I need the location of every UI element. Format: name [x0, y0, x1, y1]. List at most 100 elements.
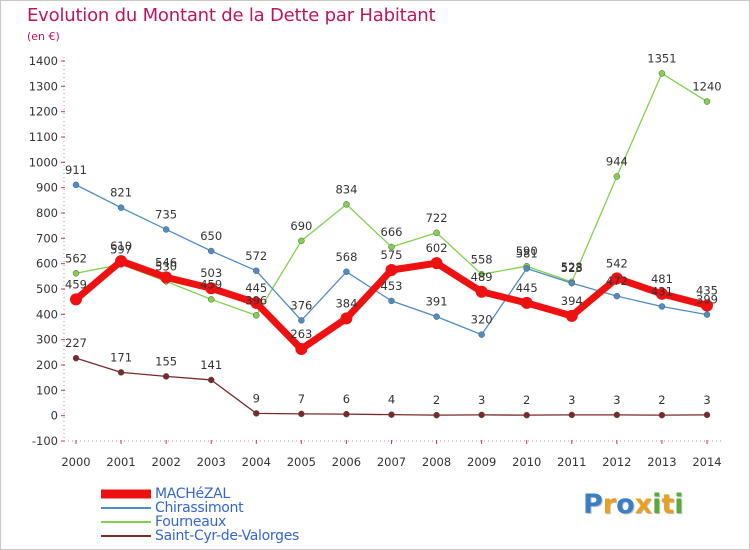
x-tick-label: 2003 [197, 455, 226, 469]
legend-label: Chirassimont [155, 500, 244, 516]
data-label: 481 [651, 272, 673, 286]
logo-letter: P [583, 489, 603, 520]
series-saint-cyr-de-valorges [72, 354, 711, 419]
data-point [430, 257, 443, 270]
legend-item: Chirassimont [101, 501, 299, 515]
x-tick-label: 2005 [287, 455, 316, 469]
y-tick-label: -100 [32, 434, 58, 448]
data-point [523, 411, 530, 419]
data-label: 590 [516, 244, 538, 258]
data-label: 821 [110, 186, 132, 200]
data-label: 472 [606, 274, 628, 288]
data-point [523, 265, 530, 272]
data-point [658, 411, 666, 419]
data-point [343, 268, 350, 276]
data-label: 263 [290, 327, 312, 341]
data-label: 568 [335, 250, 357, 264]
series-mach-zal [70, 255, 713, 356]
y-tick-label: 1300 [29, 79, 58, 93]
data-label: 6 [343, 392, 350, 406]
data-label: 735 [155, 207, 177, 221]
data-label: 2 [433, 393, 440, 407]
data-label: 459 [200, 277, 222, 291]
x-tick-label: 2004 [242, 455, 271, 469]
data-label: 4 [388, 393, 395, 407]
data-label: 3 [568, 393, 575, 407]
series-fourneaux [72, 70, 711, 319]
data-label: 376 [290, 298, 312, 312]
data-label: 944 [606, 155, 628, 169]
data-label: 459 [65, 277, 87, 291]
data-point [613, 173, 621, 180]
data-point [205, 282, 218, 295]
legend-label: Fourneaux [155, 514, 227, 530]
y-tick-label: 800 [36, 206, 58, 220]
legend-swatch [101, 487, 151, 501]
data-label: 3 [703, 393, 710, 407]
chart-unit-label: (en €) [27, 30, 60, 43]
x-tick-label: 2014 [692, 455, 721, 469]
data-label: 558 [471, 252, 493, 266]
data-label: 7 [298, 392, 305, 406]
x-tick-label: 2007 [377, 455, 406, 469]
data-label: 320 [471, 313, 493, 327]
y-tick-label: 300 [36, 333, 58, 347]
x-tick-label: 2002 [152, 455, 181, 469]
data-label: 523 [561, 261, 583, 275]
data-point [343, 201, 350, 208]
data-label: 171 [110, 350, 132, 364]
data-label: 562 [65, 251, 87, 265]
data-point [703, 311, 711, 318]
data-point [115, 255, 128, 268]
x-tick-label: 2001 [106, 455, 135, 469]
logo-letter: r [602, 489, 617, 520]
data-label: 834 [335, 182, 357, 196]
data-point [207, 247, 215, 255]
data-point [565, 309, 578, 322]
data-label: 911 [65, 163, 87, 177]
data-label: 2 [658, 393, 665, 407]
x-tick-label: 2006 [332, 455, 361, 469]
x-tick-label: 2008 [422, 455, 451, 469]
y-tick-label: 1000 [29, 155, 58, 169]
data-point [610, 272, 623, 285]
data-label: 9 [253, 391, 260, 405]
data-point [295, 343, 308, 356]
data-point [658, 303, 666, 310]
x-tick-label: 2011 [557, 455, 586, 469]
data-label: 394 [561, 294, 583, 308]
data-label: 542 [606, 256, 628, 270]
data-point [388, 243, 395, 251]
data-point [613, 292, 621, 300]
legend-item: Saint-Cyr-de-Valorges [101, 529, 299, 543]
logo-letter: o [616, 489, 635, 520]
data-label: 396 [245, 293, 267, 307]
data-point [478, 271, 485, 278]
data-point [72, 270, 80, 277]
data-point [207, 376, 215, 384]
data-label: 2 [523, 393, 530, 407]
data-point [388, 411, 395, 418]
data-point [658, 70, 666, 77]
y-tick-label: 700 [36, 231, 58, 245]
data-point [253, 410, 260, 417]
data-label: 1240 [692, 80, 721, 94]
data-label: 602 [426, 241, 448, 255]
data-point [298, 237, 305, 245]
logo-letter: i [652, 489, 662, 520]
chart-title: Evolution du Montant de la Dette par Hab… [27, 5, 436, 26]
data-label: 690 [290, 219, 312, 233]
data-label: 666 [381, 225, 403, 239]
legend-swatch [101, 501, 151, 515]
data-point [433, 313, 440, 320]
data-point [72, 181, 80, 189]
data-label: 530 [155, 259, 177, 273]
data-point [703, 98, 711, 105]
data-label: 650 [200, 229, 222, 243]
data-point [253, 267, 260, 275]
x-tick-label: 2013 [647, 455, 676, 469]
legend-swatch [101, 529, 151, 543]
legend-swatch [101, 515, 151, 529]
data-point [568, 411, 576, 419]
